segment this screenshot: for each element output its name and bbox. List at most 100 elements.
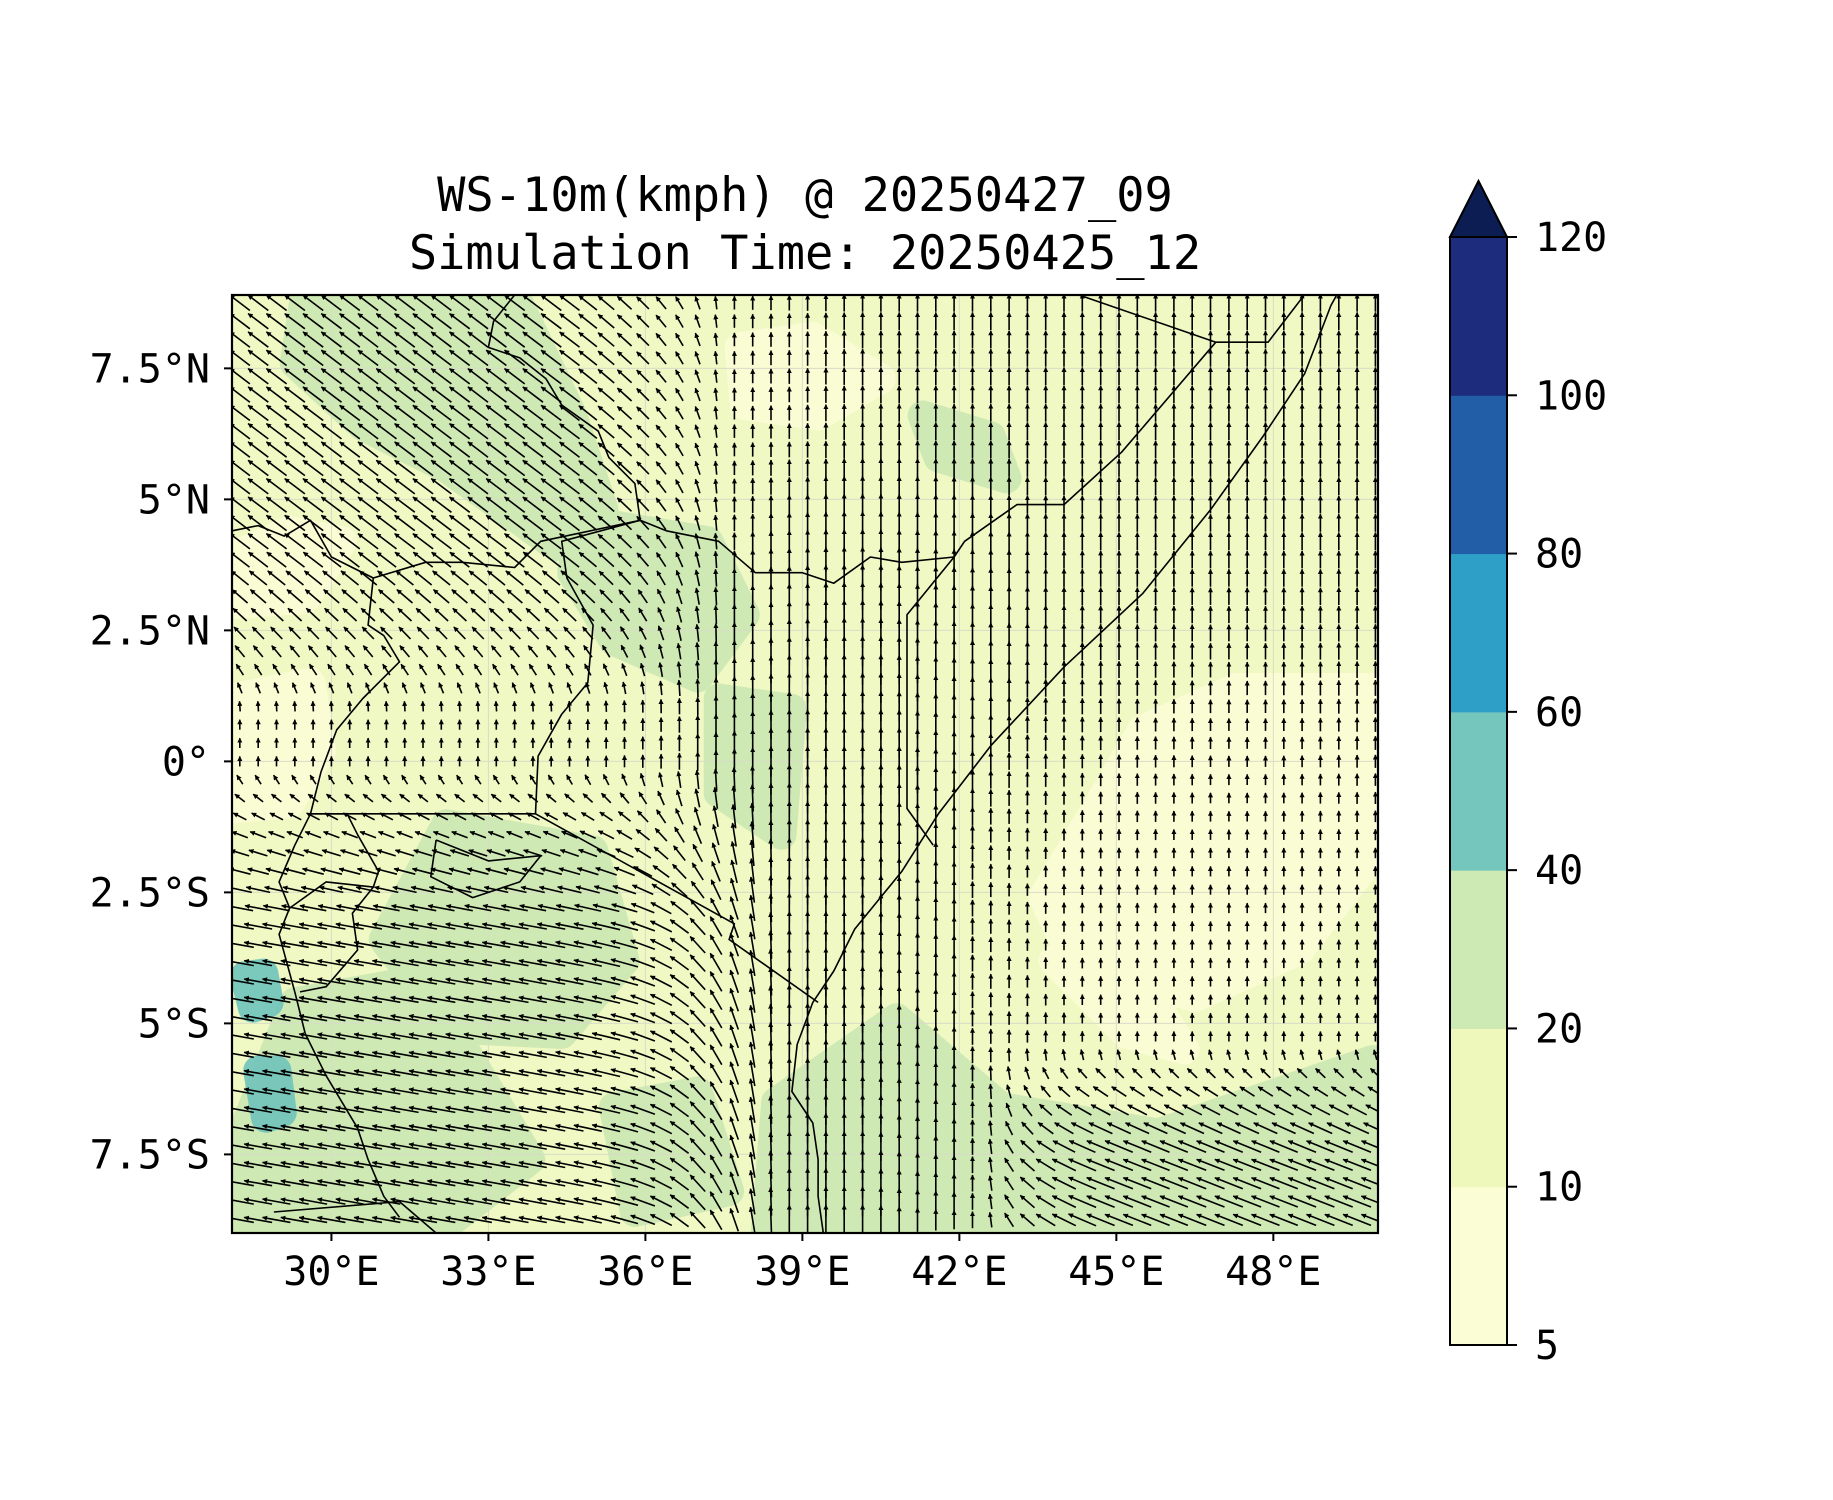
wind-arrow: [597, 460, 615, 476]
wind-arrow: [284, 349, 306, 367]
wind-arrow: [485, 331, 507, 348]
wind-arrow: [485, 459, 507, 477]
wind-arrow: [1006, 1047, 1012, 1062]
lat-tick-label: 2.5°N: [90, 608, 210, 654]
wind-arrow: [302, 295, 324, 312]
wind-arrow: [636, 497, 650, 512]
wind-arrow: [675, 515, 684, 531]
wind-arrow: [394, 477, 416, 495]
lon-tick-label: 45°E: [1068, 1249, 1164, 1295]
shading-region: [1028, 673, 1378, 1013]
wind-arrow: [339, 386, 361, 403]
wind-arrow: [713, 314, 719, 328]
wind-arrow: [394, 312, 416, 330]
wind-arrow: [485, 404, 507, 422]
wind-arrow: [713, 568, 719, 587]
wind-arrow: [548, 700, 554, 712]
wind-arrow: [284, 422, 306, 440]
wind-arrow: [357, 422, 379, 440]
wind-arrow: [265, 441, 288, 458]
wind-arrow: [559, 423, 580, 440]
wind-arrow: [522, 496, 544, 513]
wind-arrow: [694, 387, 701, 402]
wind-arrow: [449, 514, 471, 532]
wind-arrow: [247, 459, 269, 477]
wind-arrow: [540, 312, 562, 330]
wind-arrow: [339, 295, 361, 312]
wind-arrow: [357, 367, 379, 385]
wind-arrow: [694, 406, 701, 420]
wind-arrow: [394, 367, 416, 385]
wind-arrow: [559, 367, 580, 385]
wind-arrow: [694, 442, 701, 457]
shading-region: [724, 321, 896, 431]
wind-arrow: [449, 349, 471, 367]
wind-arrow: [232, 295, 251, 312]
wind-arrow: [339, 331, 361, 348]
wind-arrow: [694, 460, 701, 475]
wind-arrow: [578, 331, 598, 348]
wind-arrow: [988, 1065, 994, 1081]
wind-arrow: [284, 404, 306, 422]
wind-arrow: [265, 532, 288, 550]
wind-arrow: [559, 514, 580, 532]
wind-arrow: [597, 313, 615, 329]
wind-arrow: [713, 332, 719, 347]
wind-arrow: [339, 349, 361, 367]
wind-arrow: [616, 369, 633, 384]
wind-arrow: [339, 441, 361, 458]
wind-arrow: [713, 604, 719, 624]
wind-arrow: [247, 386, 269, 403]
wind-arrow: [412, 312, 434, 330]
wind-arrow: [284, 459, 306, 477]
wind-arrow: [357, 514, 379, 532]
wind-arrow: [655, 332, 667, 347]
wind-arrow: [713, 586, 719, 606]
wind-arrow: [247, 441, 269, 458]
wind-arrow: [616, 405, 633, 420]
wind-arrow: [540, 441, 562, 458]
wind-arrow: [265, 459, 288, 477]
wind-arrow: [357, 477, 379, 495]
wind-arrow: [449, 312, 471, 330]
border-southsudan-drc: [232, 519, 374, 579]
wind-arrow: [540, 295, 562, 312]
wind-arrow: [412, 459, 434, 477]
wind-arrow: [320, 349, 342, 367]
wind-arrow: [485, 514, 507, 532]
wind-arrow: [585, 700, 591, 712]
wind-arrow: [302, 331, 324, 348]
wind-arrow: [467, 441, 489, 458]
wind-arrow: [430, 295, 452, 312]
wind-arrow: [375, 496, 397, 513]
colorbar: 5 10 20 40 60 80 100 120: [1448, 178, 1607, 1369]
wind-arrow: [694, 424, 701, 438]
wind-arrow: [375, 404, 397, 422]
lat-tick-label: 5°S: [138, 1001, 210, 1047]
wind-arrow: [578, 460, 598, 476]
shading-region: [907, 400, 1022, 494]
wind-arrow: [493, 700, 499, 712]
wind-arrow: [636, 442, 650, 457]
wind-arrow: [467, 386, 489, 403]
wind-arrow: [475, 700, 481, 712]
wind-arrow: [320, 312, 342, 330]
wind-arrow: [232, 331, 251, 348]
wind-arrow: [320, 459, 342, 477]
colorbar-segment: [1450, 1028, 1507, 1188]
wind-arrow: [247, 477, 269, 495]
wind-arrow: [616, 295, 633, 310]
wind-arrow: [675, 424, 684, 438]
wind-arrow: [467, 295, 489, 312]
wind-arrow: [357, 459, 379, 477]
wind-arrow: [597, 350, 615, 366]
wind-arrow: [1024, 1048, 1030, 1061]
wind-arrow: [302, 312, 324, 330]
colorbar-tick-label: 80: [1535, 532, 1583, 578]
wind-arrow: [339, 477, 361, 495]
wind-arrow: [655, 314, 667, 328]
wind-vectors: [232, 295, 1378, 1233]
wind-arrow: [232, 533, 251, 550]
wind-arrow: [449, 441, 471, 458]
